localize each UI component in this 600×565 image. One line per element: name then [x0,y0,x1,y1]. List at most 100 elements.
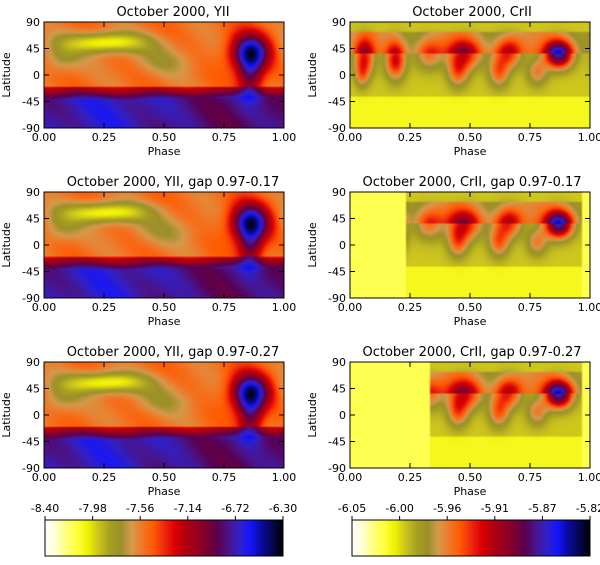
x-tick-label: 1.00 [578,131,600,144]
y-tick-label: 0 [339,239,346,252]
panel-title: October 2000, YII [116,5,229,20]
x-axis-label: Phase [454,485,487,498]
x-axis-label: Phase [148,485,181,498]
x-tick-label: 0.75 [518,131,543,144]
y-tick-label: 0 [33,239,40,252]
x-tick-label: 0.75 [212,301,237,314]
panel-yii-gap-017: October 2000, YII, gap 0.97-0.17 [67,175,280,190]
y-tick-label: 90 [332,186,346,199]
plot-area: 0.00 0.25 0.50 0.75 1.00 -90 -45 0 45 90 Phase Lati… [306,356,600,498]
y-axis-label: Latitude [0,222,13,268]
colorbar-tick-label: -5.82 [576,502,600,515]
y-tick-label: 45 [26,383,40,396]
colorbars: -8.40 -7.98 -7.56 -7.14 -6.72 -6.30 -6.05 -6.00… [31,502,600,557]
x-tick-label: 0.50 [458,471,483,484]
x-axis-label: Phase [148,145,181,158]
colorbar-tick-label: -5.96 [433,502,461,515]
x-tick-label: 0.50 [458,301,483,314]
x-tick-label: 0.25 [92,471,117,484]
colorbar-tick-label: -6.00 [385,502,413,515]
colorbar: -8.40 -7.98 -7.56 -7.14 -6.72 -6.30 [31,502,297,557]
y-tick-label: -45 [328,436,346,449]
y-tick-label: 90 [26,16,40,29]
colorbar-tick-label: -5.87 [528,502,556,515]
colorbar-tick-label: -7.56 [126,502,154,515]
x-tick-label: 0.25 [398,471,423,484]
x-tick-label: 0.00 [32,131,57,144]
colorbar-gradient [44,519,284,557]
y-tick-label: 90 [332,16,346,29]
y-tick-label: 0 [33,409,40,422]
plot-area: 0.00 0.25 0.50 0.75 1.00 -90 -45 0 45 90 Phase Lati… [0,186,296,328]
y-tick-label: -90 [22,462,40,475]
heatmap-image [350,362,590,468]
panel-title: October 2000, CrII, gap 0.97-0.27 [362,345,581,360]
panel-title: October 2000, YII, gap 0.97-0.17 [67,175,280,190]
heatmap-image [44,362,284,468]
colorbar-tick-label: -5.91 [481,502,509,515]
y-tick-label: 45 [332,383,346,396]
x-tick-label: 0.00 [338,471,363,484]
x-axis-label: Phase [454,315,487,328]
y-tick-label: 0 [339,69,346,82]
y-tick-label: 45 [332,213,346,226]
colorbar-tick-label: -7.14 [174,502,202,515]
x-tick-label: 1.00 [272,301,297,314]
y-tick-label: 90 [26,186,40,199]
y-tick-label: 90 [26,356,40,369]
x-tick-label: 0.25 [92,301,117,314]
x-tick-label: 1.00 [578,301,600,314]
y-tick-label: -90 [22,122,40,135]
y-tick-label: 0 [33,69,40,82]
colorbar-gradient [351,519,591,557]
y-tick-label: -45 [22,266,40,279]
x-tick-label: 0.75 [212,131,237,144]
panel-title: October 2000, YII, gap 0.97-0.27 [67,345,280,360]
heatmap-image [350,192,590,298]
colorbar-tick-label: -7.98 [78,502,106,515]
x-tick-label: 0.25 [398,301,423,314]
x-tick-label: 1.00 [272,131,297,144]
x-tick-label: 0.50 [458,131,483,144]
y-axis-label: Latitude [0,392,13,438]
y-axis-label: Latitude [0,52,13,98]
y-tick-label: -45 [22,96,40,109]
y-tick-label: -90 [328,462,346,475]
y-tick-label: 0 [339,409,346,422]
heatmap-image [350,22,590,128]
y-tick-label: 45 [26,43,40,56]
y-tick-label: 45 [332,43,346,56]
x-tick-label: 0.00 [32,301,57,314]
panel-crii: October 2000, CrII [412,5,532,20]
colorbar: -6.05 -6.00 -5.96 -5.91 -5.87 -5.82 [338,502,600,557]
y-tick-label: 90 [332,356,346,369]
x-tick-label: 0.75 [518,471,543,484]
x-tick-label: 0.25 [398,131,423,144]
panel-title: October 2000, CrII, gap 0.97-0.17 [362,175,581,190]
y-tick-label: -45 [328,96,346,109]
y-axis-label: Latitude [306,222,319,268]
x-axis-label: Phase [454,145,487,158]
panel-yii: October 2000, YII [116,5,229,20]
panel-title: October 2000, CrII [412,5,532,20]
panel-crii-gap-027: October 2000, CrII, gap 0.97-0.27 [362,345,581,360]
panel-crii-gap-017: October 2000, CrII, gap 0.97-0.17 [362,175,581,190]
y-axis-label: Latitude [306,392,319,438]
y-tick-label: -90 [328,122,346,135]
y-tick-label: 45 [26,213,40,226]
x-tick-label: 0.50 [152,301,177,314]
panel-yii-gap-027: October 2000, YII, gap 0.97-0.27 [67,345,280,360]
plot-area: 0.00 0.25 0.50 0.75 1.00 -90 -45 0 45 90 Phase Lati… [0,16,296,158]
x-tick-label: 1.00 [272,471,297,484]
plot-area: 0.00 0.25 0.50 0.75 1.00 -90 -45 0 45 90 Phase Lati… [306,186,600,328]
plot-area: 0.00 0.25 0.50 0.75 1.00 -90 -45 0 45 90 Phase Lati… [306,16,600,158]
colorbar-tick-label: -6.05 [338,502,366,515]
x-tick-label: 0.50 [152,131,177,144]
colorbar-tick-label: -6.72 [221,502,249,515]
x-tick-label: 0.75 [212,471,237,484]
plot-areas: 0.00 0.25 0.50 0.75 1.00 -90 -45 0 45 90 Phase Lati… [0,16,600,498]
x-tick-label: 1.00 [578,471,600,484]
y-tick-label: -45 [22,436,40,449]
y-tick-label: -45 [328,266,346,279]
